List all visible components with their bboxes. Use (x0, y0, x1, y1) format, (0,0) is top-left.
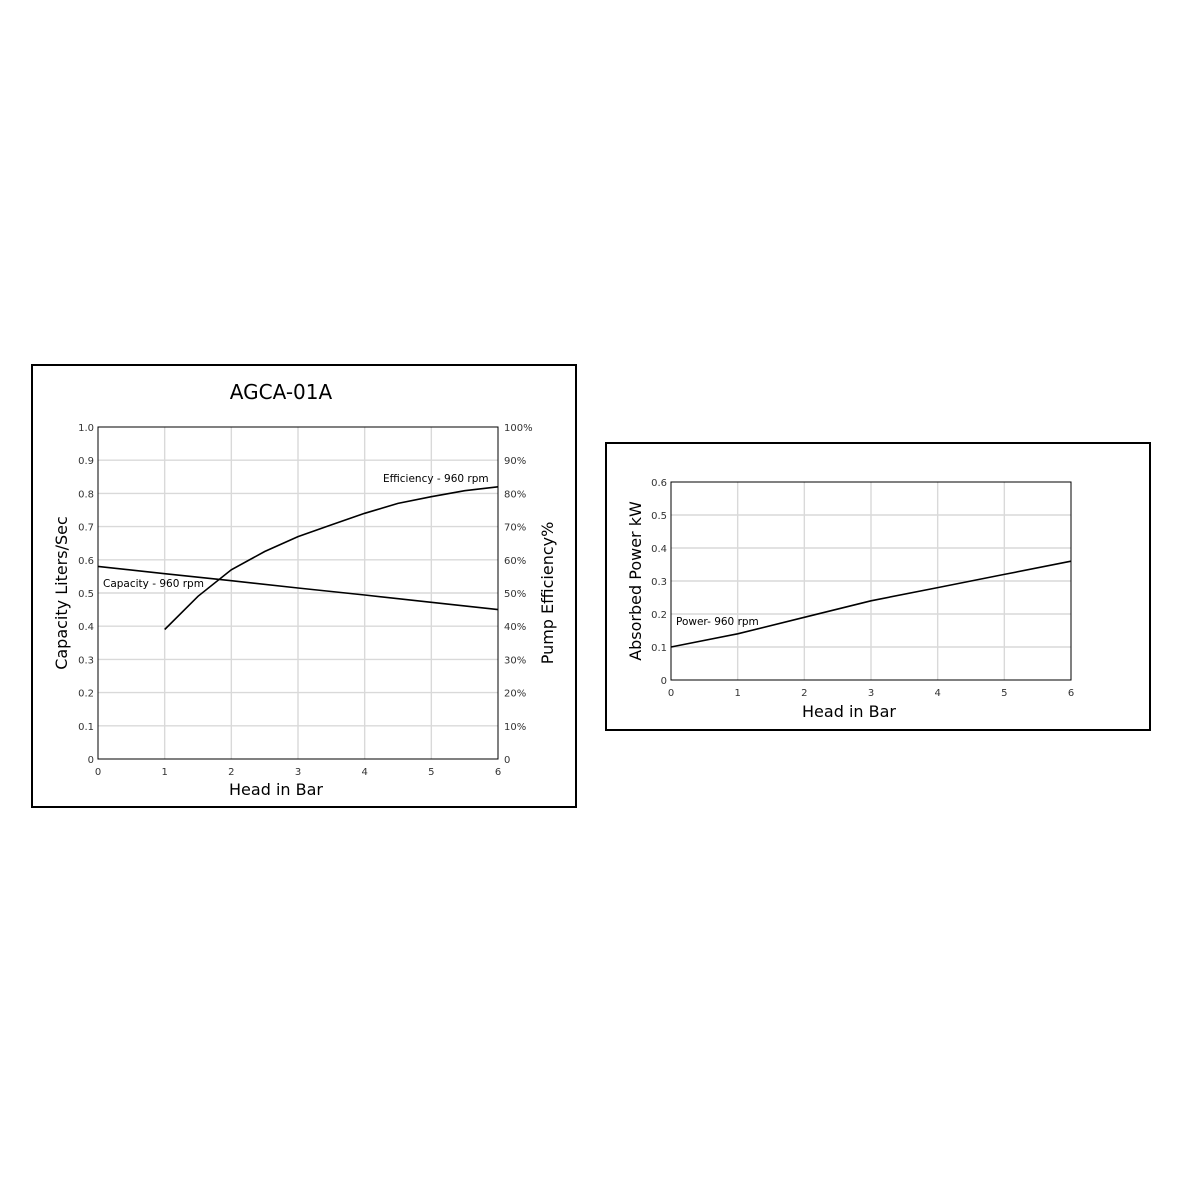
y2-axis-title: Pump Efficiency% (538, 522, 557, 665)
absorbed-power-chart-svg: 0 1 2 3 4 5 6 0 0.1 0.2 0.3 0.4 0.5 0.6 Power- 960 rp… (626, 478, 1074, 721)
y-axis-title: Capacity Liters/Sec (52, 516, 71, 670)
capacity-efficiency-chart: AGCA-01A 0 1 2 3 4 5 6 0 0.1 0.2 0.3 0.4 0.5 0.6 0.7 0.… (31, 364, 577, 808)
capacity-series-label: Capacity - 960 rpm (103, 578, 204, 590)
y-tick-label: 0.5 (651, 511, 667, 522)
y-tick-label: 0.4 (78, 622, 94, 633)
y-tick-label: 0.6 (651, 478, 667, 489)
x-tick-label: 1 (734, 688, 740, 699)
y2-tick-label: 90% (504, 456, 526, 467)
x-tick-label: 0 (668, 688, 674, 699)
x-tick-label: 3 (868, 688, 874, 699)
y-tick-label: 0.1 (78, 722, 94, 733)
chart-title: AGCA-01A (230, 380, 333, 404)
y-tick-label: 0.7 (78, 523, 94, 534)
series-lines (97, 486, 499, 631)
y-tick-label: 0 (661, 676, 667, 687)
tick-labels: 0 1 2 3 4 5 6 0 0.1 0.2 0.3 0.4 0.5 0.6 (651, 478, 1074, 699)
efficiency-960-rpm-line (164, 486, 499, 631)
y-axis-title: Absorbed Power kW (626, 501, 645, 661)
y2-tick-label: 20% (504, 689, 526, 700)
y-tick-label: 0.1 (651, 643, 667, 654)
x-tick-label: 0 (95, 767, 101, 778)
y2-tick-label: 70% (504, 523, 526, 534)
plot-area-border (670, 481, 1072, 681)
capacity-960-rpm-line (97, 565, 499, 611)
y-tick-label: 0.5 (78, 589, 94, 600)
x-tick-label: 5 (1001, 688, 1007, 699)
y2-tick-label: 30% (504, 655, 526, 666)
y2-tick-label: 0 (504, 755, 510, 766)
y-tick-label: 0.6 (78, 556, 94, 567)
grid-lines (671, 482, 1071, 680)
absorbed-power-chart: 0 1 2 3 4 5 6 0 0.1 0.2 0.3 0.4 0.5 0.6 Power- 960 rp… (605, 442, 1151, 731)
y2-tick-label: 100% (504, 423, 533, 434)
x-tick-label: 5 (428, 767, 434, 778)
y-tick-label: 0.2 (78, 689, 94, 700)
power-series-label: Power- 960 rpm (676, 616, 759, 628)
y-tick-label: 0.9 (78, 456, 94, 467)
y-tick-label: 0.2 (651, 610, 667, 621)
capacity-efficiency-chart-svg: AGCA-01A 0 1 2 3 4 5 600.10.20.30.40.50.60.70.… (52, 380, 557, 799)
x-tick-label: 2 (228, 767, 234, 778)
plot-area-border (97, 426, 499, 760)
y2-tick-label: 10% (504, 722, 526, 733)
y-tick-label: 0.4 (651, 544, 667, 555)
y2-tick-label: 60% (504, 556, 526, 567)
y-tick-label: 0.3 (78, 655, 94, 666)
x-tick-label: 1 (161, 767, 167, 778)
x-tick-label: 6 (1068, 688, 1074, 699)
y-tick-label: 0 (88, 755, 94, 766)
x-tick-label: 6 (495, 767, 501, 778)
x-axis-title: Head in Bar (802, 702, 896, 721)
y-tick-label: 1.0 (78, 423, 94, 434)
y-tick-label: 0.3 (651, 577, 667, 588)
y2-tick-label: 40% (504, 622, 526, 633)
x-tick-label: 2 (801, 688, 807, 699)
efficiency-series-label: Efficiency - 960 rpm (383, 473, 489, 485)
series-lines (670, 560, 1072, 648)
y-tick-label: 0.8 (78, 489, 94, 500)
x-tick-label: 3 (295, 767, 301, 778)
x-axis-title: Head in Bar (229, 780, 323, 799)
y2-tick-label: 80% (504, 489, 526, 500)
x-tick-label: 4 (361, 767, 367, 778)
tick-labels: 0 1 2 3 4 5 600.10.20.30.40.50.60.70.80.91.001… (78, 423, 533, 778)
y2-tick-label: 50% (504, 589, 526, 600)
x-tick-label: 4 (934, 688, 940, 699)
power-960-rpm-line (670, 560, 1072, 648)
grid-lines (98, 427, 498, 759)
